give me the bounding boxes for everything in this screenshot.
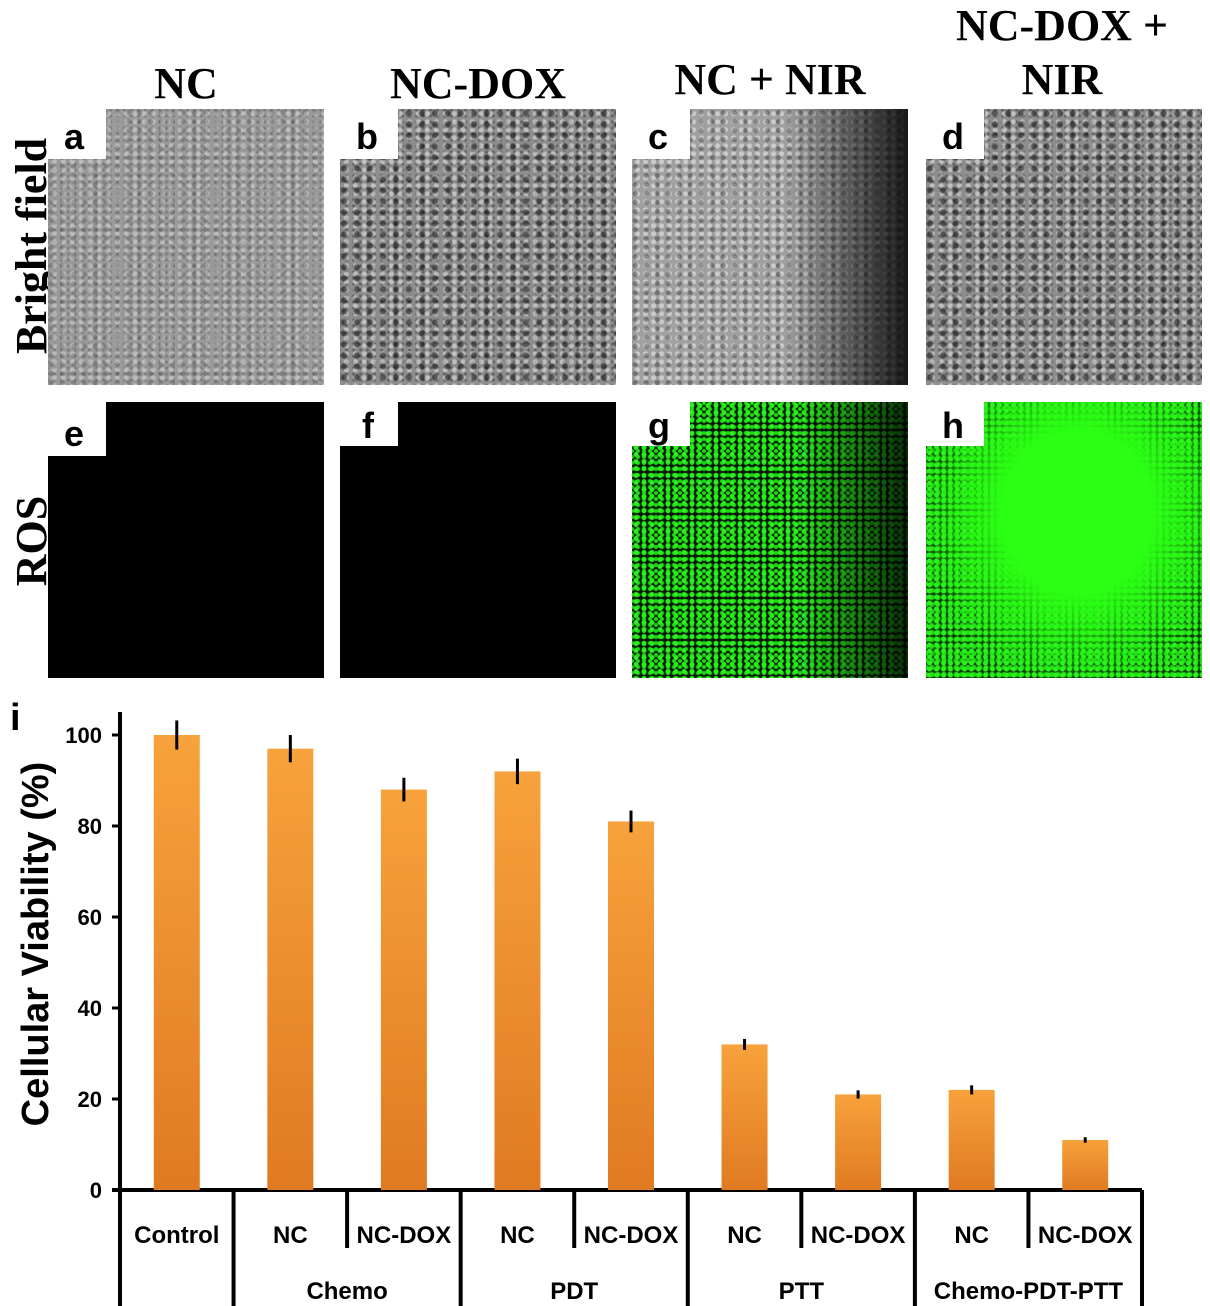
panel-label-f: f <box>362 405 374 446</box>
bar <box>267 748 314 1190</box>
category-label: NC-DOX <box>811 1222 906 1249</box>
panel-label-a: a <box>64 116 85 157</box>
category-label: NC-DOX <box>357 1222 452 1249</box>
row-label-ros: ROS <box>7 495 56 587</box>
bar <box>608 821 654 1190</box>
panel-label-d: d <box>942 116 964 157</box>
category-label: Control <box>134 1222 219 1249</box>
category-label: NC <box>500 1222 535 1249</box>
image-panel-c: c <box>632 109 908 385</box>
y-tick-label: 0 <box>90 1178 102 1203</box>
group-label: Chemo <box>306 1278 387 1305</box>
bar <box>1062 1139 1109 1190</box>
y-axis-label: Cellular Viability (%) <box>15 762 57 1127</box>
category-label: NC <box>273 1222 308 1249</box>
image-panel-d: d <box>926 109 1202 385</box>
bar <box>721 1044 768 1190</box>
bar <box>948 1089 995 1190</box>
panel-label-b: b <box>356 116 378 157</box>
panel-label-e: e <box>64 413 85 454</box>
category-label: NC <box>954 1222 989 1249</box>
column-title-nc-dox: NC-DOX <box>390 59 566 108</box>
row-label-bright-field: Bright field <box>7 137 56 355</box>
panel-label-g: g <box>648 405 670 446</box>
column-title-nc-nir: NC + NIR <box>674 55 866 104</box>
category-label: NC-DOX <box>584 1222 679 1249</box>
image-panel-e: e <box>48 402 324 678</box>
group-label: PTT <box>779 1278 825 1305</box>
bar <box>494 771 541 1190</box>
y-tick-label: 20 <box>78 1087 102 1112</box>
category-label: NC <box>727 1222 762 1249</box>
column-title-nc: NC <box>154 59 218 108</box>
bar <box>153 735 200 1190</box>
panel-label-c: c <box>648 116 669 157</box>
group-label: Chemo-PDT-PTT <box>934 1278 1124 1305</box>
y-tick-label: 60 <box>78 905 102 930</box>
image-panel-g: g <box>632 402 908 678</box>
y-tick-label: 100 <box>65 723 102 748</box>
bar <box>380 789 427 1190</box>
image-panel-h: h <box>926 402 1202 678</box>
y-tick-label: 40 <box>78 996 102 1021</box>
image-panel-f: f <box>340 402 616 678</box>
chart-panel-label: i <box>10 697 21 739</box>
category-label: NC-DOX <box>1038 1222 1133 1249</box>
panel-label-h: h <box>942 405 964 446</box>
bar <box>835 1094 882 1190</box>
column-title-nc-dox-nir-line1: NC-DOX + <box>955 1 1169 50</box>
column-title-nc-dox-nir-line2: NIR <box>1021 55 1103 104</box>
group-label: PDT <box>550 1278 598 1305</box>
image-panel-a: a <box>48 109 324 385</box>
viability-bar-chart: i Cellular Viability (%) 0 20 40 60 80 100 Con… <box>10 697 1144 1306</box>
y-tick-label: 80 <box>78 814 102 839</box>
image-panel-b: b <box>340 109 616 385</box>
